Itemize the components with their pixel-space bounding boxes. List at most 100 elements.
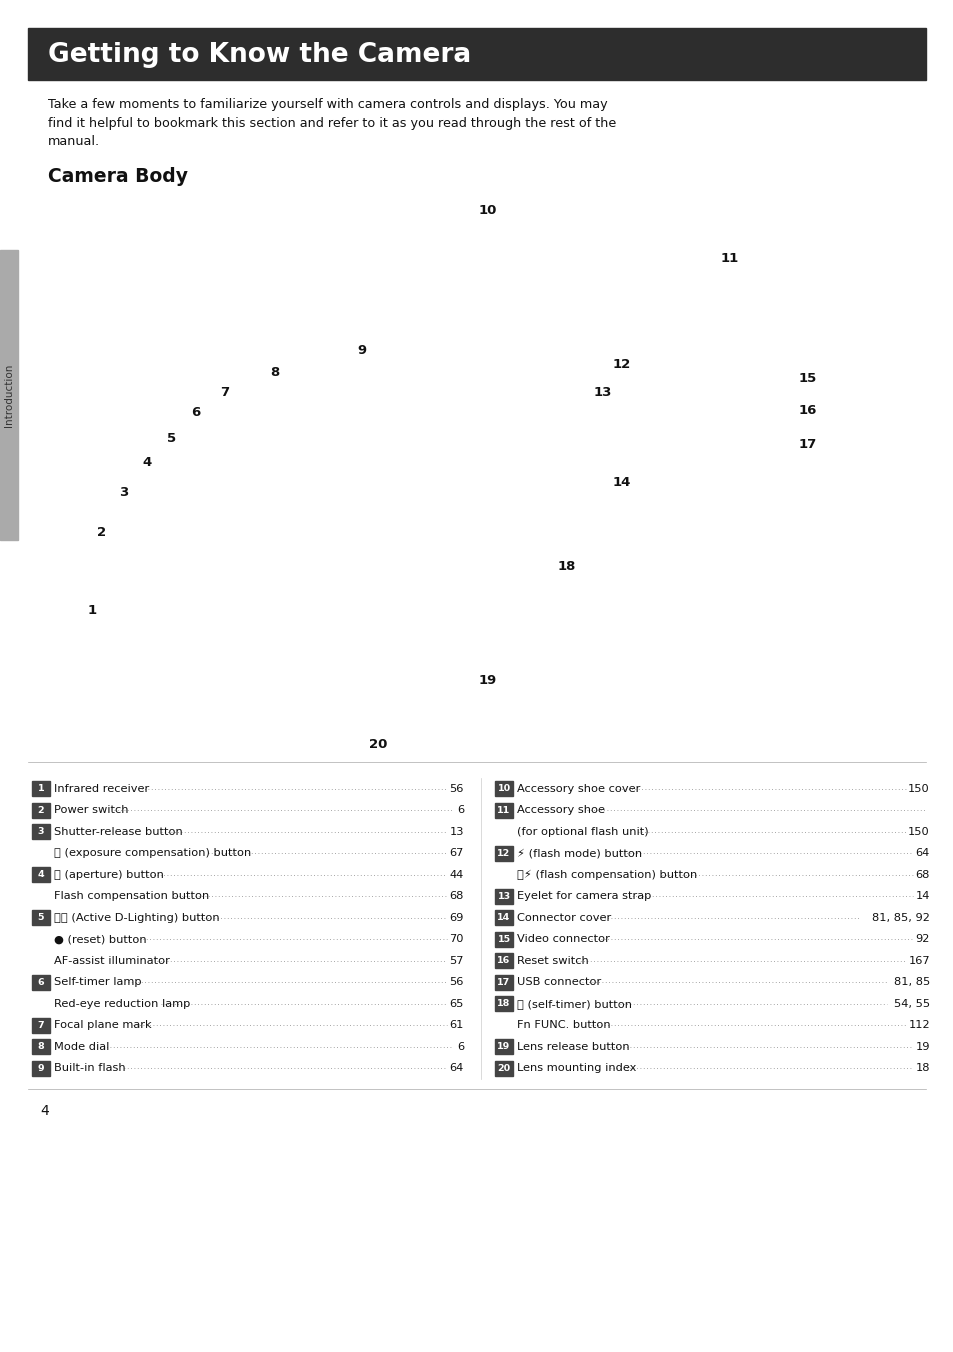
Text: 4: 4 bbox=[40, 1105, 49, 1118]
Text: 6: 6 bbox=[192, 407, 200, 419]
Text: Accessory shoe: Accessory shoe bbox=[517, 806, 604, 815]
Text: USB connector: USB connector bbox=[517, 977, 600, 987]
Text: 13: 13 bbox=[497, 892, 510, 900]
Text: Video connector: Video connector bbox=[517, 934, 609, 944]
Text: AF-assist illuminator: AF-assist illuminator bbox=[54, 956, 170, 965]
Text: Built-in flash: Built-in flash bbox=[54, 1063, 126, 1073]
Text: 7: 7 bbox=[38, 1021, 44, 1030]
Text: Shutter-release button: Shutter-release button bbox=[54, 827, 183, 837]
Text: 2: 2 bbox=[97, 526, 107, 538]
Text: 16: 16 bbox=[497, 956, 510, 965]
Text: 1: 1 bbox=[88, 603, 96, 617]
Text: 20: 20 bbox=[497, 1064, 510, 1072]
Text: ⓧ⚡ (flash compensation) button: ⓧ⚡ (flash compensation) button bbox=[517, 869, 697, 880]
Text: Reset switch: Reset switch bbox=[517, 956, 588, 965]
Text: 14: 14 bbox=[612, 476, 631, 489]
Text: 10: 10 bbox=[478, 204, 497, 216]
Text: 18: 18 bbox=[915, 1063, 929, 1073]
Text: 20: 20 bbox=[369, 738, 387, 752]
Text: 4: 4 bbox=[38, 871, 44, 879]
Bar bbox=[495, 996, 513, 1011]
Text: 9: 9 bbox=[357, 343, 366, 357]
Text: 18: 18 bbox=[497, 999, 510, 1009]
Text: Mode dial: Mode dial bbox=[54, 1042, 110, 1052]
Text: 69: 69 bbox=[449, 913, 463, 923]
Text: 44: 44 bbox=[449, 869, 463, 880]
Bar bbox=[32, 975, 50, 990]
Bar bbox=[495, 888, 513, 903]
Text: 3: 3 bbox=[38, 827, 44, 837]
Text: ⚡ (flash mode) button: ⚡ (flash mode) button bbox=[517, 848, 641, 859]
Text: 6: 6 bbox=[456, 806, 463, 815]
Text: 12: 12 bbox=[612, 358, 631, 372]
Bar bbox=[495, 803, 513, 818]
Text: 3: 3 bbox=[119, 485, 129, 499]
Text: 68: 68 bbox=[449, 891, 463, 902]
Bar bbox=[0, 250, 18, 539]
Text: (for optional flash unit): (for optional flash unit) bbox=[517, 827, 648, 837]
Text: 64: 64 bbox=[449, 1063, 463, 1073]
Text: 14: 14 bbox=[915, 891, 929, 902]
Text: 81, 85, 92: 81, 85, 92 bbox=[871, 913, 929, 923]
Text: Introduction: Introduction bbox=[4, 364, 14, 427]
Bar bbox=[32, 867, 50, 883]
Text: 5: 5 bbox=[168, 431, 176, 445]
Text: Power switch: Power switch bbox=[54, 806, 129, 815]
Bar bbox=[495, 910, 513, 925]
Text: ⓧ (exposure compensation) button: ⓧ (exposure compensation) button bbox=[54, 848, 251, 859]
Text: ⌛ (self-timer) button: ⌛ (self-timer) button bbox=[517, 999, 631, 1009]
Text: 61: 61 bbox=[449, 1021, 463, 1030]
Text: ⓐⓓ (Active D-Lighting) button: ⓐⓓ (Active D-Lighting) button bbox=[54, 913, 219, 923]
Text: 8: 8 bbox=[37, 1042, 45, 1052]
Text: 15: 15 bbox=[497, 934, 510, 944]
Text: 92: 92 bbox=[915, 934, 929, 944]
Bar bbox=[32, 910, 50, 925]
Bar bbox=[32, 1061, 50, 1076]
Bar bbox=[495, 781, 513, 796]
Text: 4: 4 bbox=[142, 456, 152, 469]
Text: 19: 19 bbox=[497, 1042, 510, 1052]
Text: 2: 2 bbox=[38, 806, 44, 815]
Text: 9: 9 bbox=[38, 1064, 44, 1072]
Bar bbox=[495, 846, 513, 861]
Bar bbox=[32, 1018, 50, 1033]
Bar bbox=[28, 191, 927, 760]
Text: 12: 12 bbox=[497, 849, 510, 857]
Bar bbox=[495, 932, 513, 946]
Text: Accessory shoe cover: Accessory shoe cover bbox=[517, 784, 639, 794]
Text: Red-eye reduction lamp: Red-eye reduction lamp bbox=[54, 999, 191, 1009]
Text: 81, 85: 81, 85 bbox=[893, 977, 929, 987]
Text: Connector cover: Connector cover bbox=[517, 913, 611, 923]
Text: Lens mounting index: Lens mounting index bbox=[517, 1063, 636, 1073]
Text: 112: 112 bbox=[907, 1021, 929, 1030]
Text: Flash compensation button: Flash compensation button bbox=[54, 891, 209, 902]
Text: Fn FUNC. button: Fn FUNC. button bbox=[517, 1021, 610, 1030]
Text: 1: 1 bbox=[38, 784, 44, 794]
Text: 56: 56 bbox=[449, 977, 463, 987]
Text: 13: 13 bbox=[449, 827, 463, 837]
Text: Eyelet for camera strap: Eyelet for camera strap bbox=[517, 891, 651, 902]
Text: 8: 8 bbox=[270, 365, 279, 379]
Text: 64: 64 bbox=[915, 848, 929, 859]
Text: 18: 18 bbox=[558, 561, 576, 573]
Text: 17: 17 bbox=[798, 438, 817, 452]
Text: 6: 6 bbox=[38, 977, 44, 987]
Text: 11: 11 bbox=[497, 806, 510, 815]
Text: Infrared receiver: Infrared receiver bbox=[54, 784, 149, 794]
Text: 5: 5 bbox=[38, 913, 44, 922]
Text: 68: 68 bbox=[915, 869, 929, 880]
Bar bbox=[495, 1040, 513, 1055]
Text: Camera Body: Camera Body bbox=[48, 168, 188, 187]
Bar bbox=[495, 1061, 513, 1076]
Text: 56: 56 bbox=[449, 784, 463, 794]
Text: 150: 150 bbox=[907, 784, 929, 794]
Text: 16: 16 bbox=[798, 403, 817, 416]
Text: Take a few moments to familiarize yourself with camera controls and displays. Yo: Take a few moments to familiarize yourse… bbox=[48, 97, 616, 147]
Text: 19: 19 bbox=[915, 1042, 929, 1052]
Bar bbox=[32, 825, 50, 840]
Bar bbox=[32, 1040, 50, 1055]
Text: Self-timer lamp: Self-timer lamp bbox=[54, 977, 141, 987]
Text: 7: 7 bbox=[220, 385, 230, 399]
Text: 15: 15 bbox=[798, 372, 817, 384]
Text: 167: 167 bbox=[907, 956, 929, 965]
